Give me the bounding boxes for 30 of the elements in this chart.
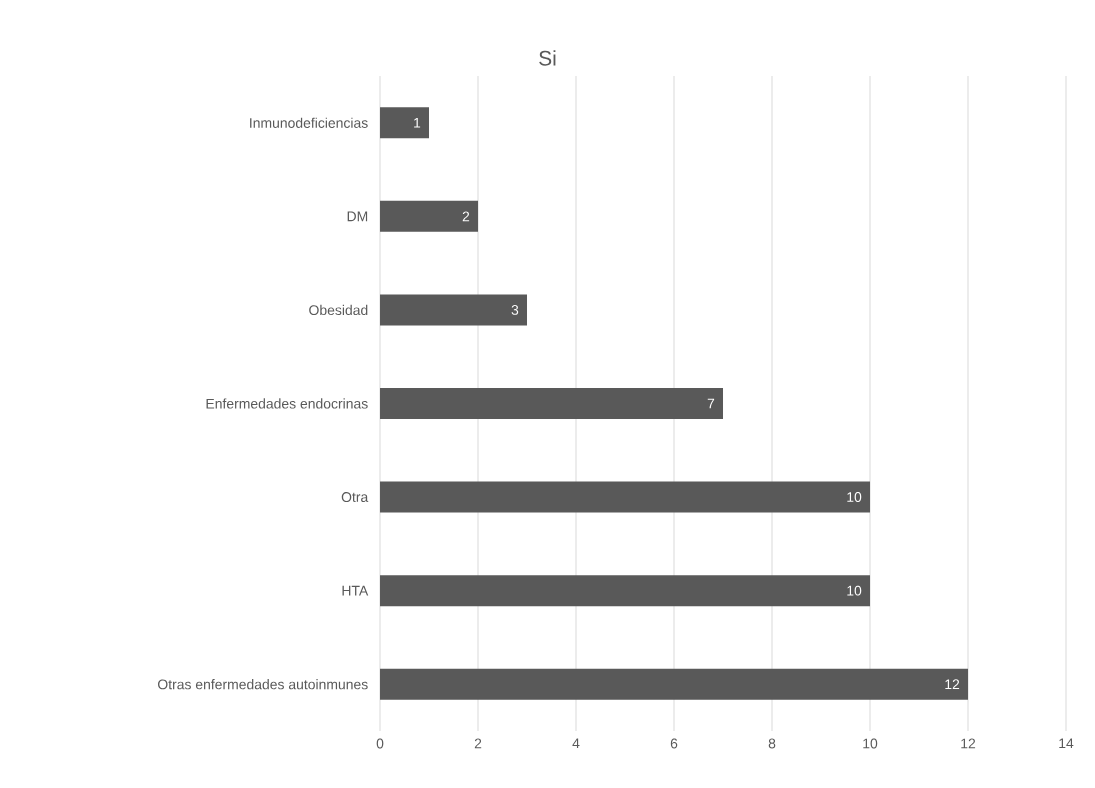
x-tick-label: 6 xyxy=(670,738,678,749)
bar xyxy=(380,575,871,607)
bar xyxy=(380,668,969,700)
bar xyxy=(380,200,479,232)
x-tick-label: 10 xyxy=(863,738,878,749)
x-tick-label: 14 xyxy=(1059,738,1074,749)
bar xyxy=(380,107,430,139)
bar xyxy=(380,388,724,419)
x-tick-label: 12 xyxy=(961,738,976,749)
bar xyxy=(380,481,871,513)
data-label: 10 xyxy=(847,492,862,503)
chart-title: Si xyxy=(539,50,556,66)
y-tick-label: Otra xyxy=(341,492,369,503)
y-tick-label: Obesidad xyxy=(309,304,368,316)
data-label: 2 xyxy=(462,211,470,222)
y-tick-label: DM xyxy=(347,211,368,222)
data-label: 7 xyxy=(707,398,715,409)
data-label: 1 xyxy=(414,117,421,128)
data-label: 12 xyxy=(945,679,960,690)
y-tick-label: HTA xyxy=(342,585,369,596)
y-tick-label: Enfermedades endocrinas xyxy=(206,398,368,409)
y-tick-label: Otras enfermedades autoinmunes xyxy=(158,679,368,690)
x-tick-label: 2 xyxy=(474,738,482,749)
x-tick-label: 0 xyxy=(376,738,384,749)
bar xyxy=(380,294,528,326)
x-tick-label: 4 xyxy=(572,738,580,749)
y-tick-label: Inmunodeficiencias xyxy=(250,117,368,128)
data-label: 10 xyxy=(847,585,862,596)
data-label: 3 xyxy=(511,304,519,315)
x-tick-label: 8 xyxy=(768,738,776,749)
